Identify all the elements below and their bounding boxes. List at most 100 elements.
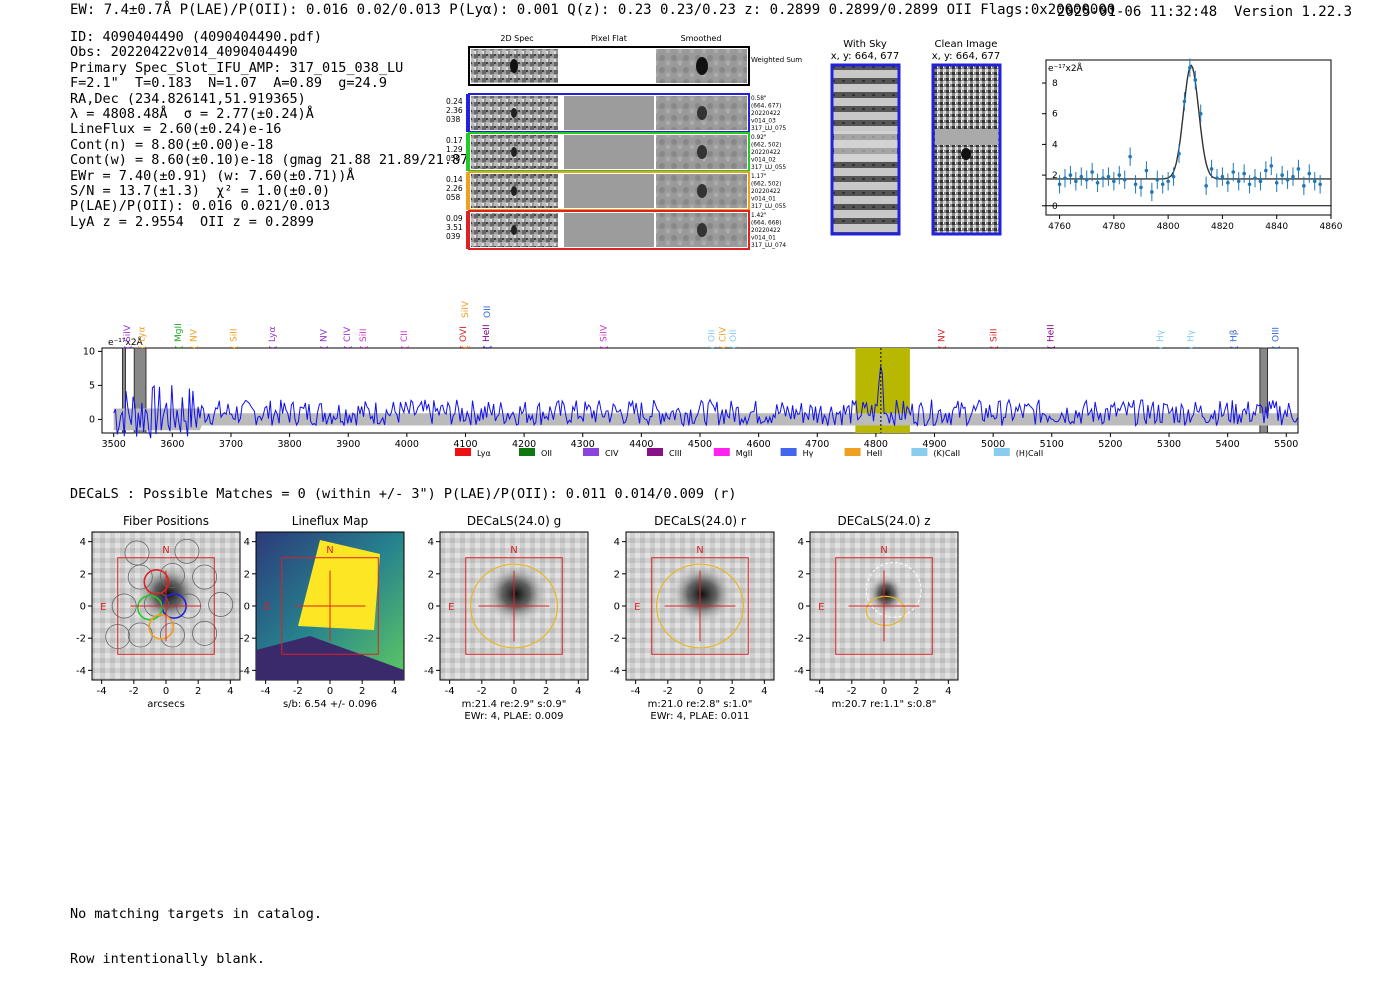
legend-label: Lyα: [477, 449, 491, 458]
masked-region: [133, 347, 147, 434]
header-summary: EW: 7.4±0.7Å P(LAE)/P(OII): 0.016 0.02/0…: [70, 2, 1115, 18]
line-label: NV: [189, 328, 199, 342]
cutout-row-meta: 317_LU_055: [751, 165, 786, 171]
line-label: SiII: [990, 328, 1000, 342]
decals-text: DECaLS : Possible Matches = 0 (within +/…: [70, 486, 737, 502]
spectrum-xtick-label: 4300: [571, 439, 595, 450]
cutout-row-meta: v014_01: [751, 197, 776, 203]
line-label-bracket: {: [1047, 345, 1056, 350]
zoom-point: [1264, 168, 1268, 173]
info-line: P(LAE)/P(OII): 0.016 0.021/0.013: [70, 198, 331, 215]
thumb-xtick-label: -2: [847, 686, 857, 697]
thumb-xtick-label: 0: [881, 686, 887, 697]
zoom-xtick-label: 4780: [1102, 222, 1125, 232]
zoom-point: [1291, 174, 1295, 179]
zoom-point: [1312, 179, 1317, 184]
cutout-pixelflat: [564, 213, 654, 247]
line-label: Hγ: [1187, 329, 1197, 342]
zoom-point: [1128, 154, 1132, 159]
legend-label: CIII: [669, 449, 682, 458]
thumb-ytick-label: -2: [76, 634, 86, 645]
clean-title-2: x, y: 664, 677: [932, 51, 1001, 62]
cutout-row-meta: 20220422: [751, 228, 781, 234]
thumb-ytick-label: -2: [794, 634, 804, 645]
compass-north: N: [326, 545, 333, 556]
line-label-bracket: {: [123, 345, 132, 350]
compass-east: E: [264, 602, 270, 613]
zoom-point: [1215, 176, 1219, 180]
legend-swatch: [519, 448, 535, 456]
thumb-xtick-label: 0: [163, 686, 169, 697]
line-label: OVI: [459, 326, 469, 342]
thumb-xtick-label: 0: [697, 686, 703, 697]
aperture-circle: [865, 562, 922, 618]
thumbnail-panel: Fiber Positions N E -4 -2 0 2 4 4 2 0 -2 -4 arcsecs: [76, 514, 241, 710]
spectrum-xtick-label: 5100: [1040, 439, 1064, 450]
thumbnail-caption: m:21.0 re:2.8" s:1.0": [648, 699, 753, 710]
legend-swatch: [713, 448, 730, 456]
thumb-ytick-label: 0: [244, 602, 250, 613]
spectrum-xtick-label: 4900: [922, 439, 946, 450]
legend-swatch: [780, 448, 797, 456]
thumb-xtick-label: -2: [129, 686, 139, 697]
thumb-ytick-label: 0: [614, 602, 620, 613]
thumbnail-panel: Lineflux Map N E -4 -2 0 2 4 4 2 0 -2 -4 s/b: 6.54 +/…: [240, 514, 405, 710]
zoom-point: [1318, 182, 1322, 187]
spectrum-xtick-label: 4200: [512, 439, 536, 450]
info-line: S/N = 13.7(±1.3) χ² = 1.0(±0.0): [70, 183, 331, 200]
info-block: ID: 4090404490 (4090404490.pdf) Obs: 2022…: [70, 29, 493, 230]
line-label-bracket: {: [1187, 345, 1196, 350]
legend-swatch: [583, 448, 599, 456]
thumb-xtick-label: -4: [261, 686, 271, 697]
thumb-ytick-label: 2: [244, 569, 250, 580]
line-label-bracket: {: [990, 345, 999, 350]
line-label-bracket: {: [1272, 345, 1281, 350]
thumb-xtick-label: -4: [97, 686, 107, 697]
thumbnail-panel: DECaLS(24.0) r N E -4 -2 0 2 4 4 2 0 -2 -4 m:21.0 re:…: [610, 514, 775, 722]
legend-label: OII: [541, 449, 552, 458]
zoom-point: [1112, 179, 1116, 184]
line-label-bracket: {: [599, 345, 608, 350]
cutout-row-meta: 0.92": [751, 135, 767, 141]
info-line: Primary Spec_Slot_IFU_AMP: 317_015_038_L…: [70, 59, 404, 76]
zoom-fit-curve: [1046, 64, 1331, 180]
thumb-ytick-label: 2: [798, 569, 804, 580]
thumb-xtick-label: -4: [631, 686, 641, 697]
zoom-point: [1285, 177, 1290, 182]
thumb-xtick-label: -4: [445, 686, 455, 697]
line-label: SiII: [229, 328, 239, 342]
zoom-point: [1079, 174, 1084, 179]
thumbnail-title: Lineflux Map: [292, 514, 368, 528]
line-label: HeII: [482, 324, 492, 342]
zoom-point: [1258, 179, 1263, 184]
search-box: [651, 557, 749, 655]
timestamp: 2025-01-06 11:32:48: [1057, 4, 1218, 20]
zoom-xtick-label: 4760: [1048, 222, 1071, 232]
col-header-smoothed: Smoothed: [681, 34, 722, 43]
datestamp: 2025-01-06 11:32:48 Version 1.22.3: [1057, 4, 1352, 20]
thumb-ytick-label: 4: [428, 537, 434, 548]
info-line: LineFlux = 2.60(±0.24)e-16: [70, 121, 282, 138]
line-label-bracket: {: [459, 345, 468, 350]
line-label: CII: [400, 330, 410, 342]
thumb-xtick-label: 0: [327, 686, 333, 697]
fiber-circle: [124, 540, 150, 566]
thumb-xtick-label: 4: [227, 686, 233, 697]
thumb-ytick-label: -2: [240, 634, 250, 645]
compass-east: E: [634, 602, 640, 613]
zoom-point: [1307, 171, 1312, 176]
footer-line-2: Row intentionally blank.: [70, 951, 266, 967]
line-label-bracket: {: [461, 345, 470, 350]
thumb-ytick-label: 0: [428, 602, 434, 613]
spectrum-xtick-label: 4400: [629, 439, 653, 450]
spectrum-xtick-label: 5000: [981, 439, 1005, 450]
thumb-xtick-label: 2: [543, 686, 549, 697]
fiber-circle: [127, 564, 153, 590]
cutout-row-meta: 317_LU_074: [751, 243, 786, 249]
cutout-row-value: 2.26: [446, 184, 463, 193]
spectrum-xtick-label: 3700: [219, 439, 243, 450]
line-label-bracket: {: [729, 345, 738, 350]
thumbnail-caption: s/b: 6.54 +/- 0.096: [283, 699, 377, 710]
